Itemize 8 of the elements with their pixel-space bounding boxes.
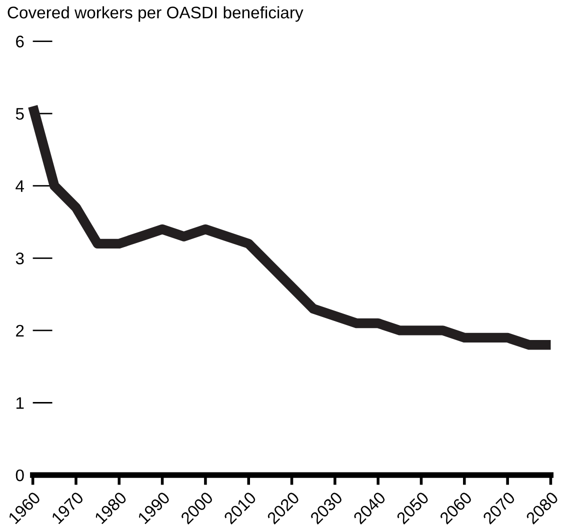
y-tick-label: 1 [16,397,24,409]
y-tick-label: 6 [16,36,24,48]
y-tick-label: 2 [16,324,24,336]
y-tick-label: 3 [16,252,24,264]
y-tick-label: 4 [16,180,24,192]
y-tick-label: 0 [16,469,24,482]
y-axis-title: Covered workers per OASDI beneficiary [8,6,304,22]
y-tick-label: 5 [16,108,24,120]
